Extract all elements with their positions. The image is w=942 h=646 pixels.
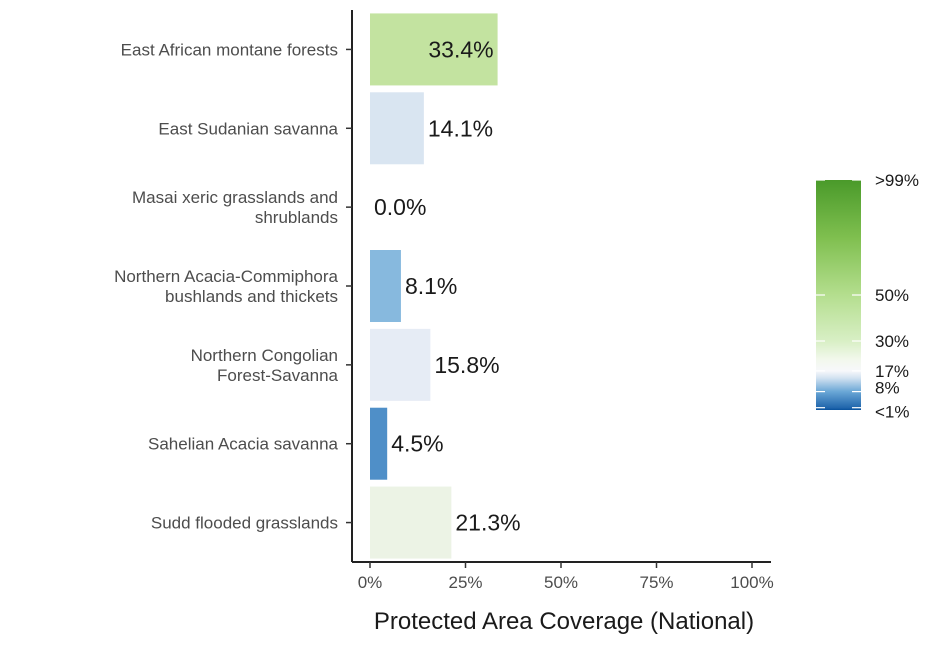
- bar: [370, 13, 498, 86]
- bar: [370, 250, 401, 322]
- bar-value-label: 15.8%: [434, 352, 499, 378]
- bar-value-label: 0.0%: [374, 194, 426, 220]
- x-tick-label: 25%: [448, 573, 482, 592]
- bar-value-label: 33.4%: [428, 36, 493, 62]
- category-label: Sudd flooded grasslands: [151, 514, 338, 533]
- x-tick-label: 75%: [639, 573, 673, 592]
- category-label: East Sudanian savanna: [158, 119, 338, 138]
- category-label: Northern Acacia-Commiphora: [114, 267, 338, 286]
- category-label: shrublands: [255, 208, 338, 227]
- colorbar-label: <1%: [875, 403, 910, 422]
- colorbar-legend: >99% 50% 30% 17%8% <1%: [816, 171, 919, 422]
- bar-value-label: 4.5%: [391, 431, 443, 457]
- x-tick-label: 0%: [358, 573, 383, 592]
- category-label: Northern Congolian: [191, 346, 338, 365]
- x-tick-label: 50%: [544, 573, 578, 592]
- x-tick-label: 100%: [730, 573, 773, 592]
- colorbar-label: 30%: [875, 332, 909, 351]
- category-labels-layer: East African montane forests East Sudania…: [114, 40, 338, 532]
- value-labels-layer: 33.4% 14.1% 0.0% 8.1% 15.8% 4.5% 21.3%: [374, 36, 521, 535]
- colorbar-label: 17%: [875, 362, 909, 381]
- category-label: Masai xeric grasslands and: [132, 188, 338, 207]
- bar: [370, 328, 431, 401]
- bar: [370, 92, 424, 165]
- category-label: Forest-Savanna: [217, 366, 338, 385]
- bars-layer: [370, 13, 498, 559]
- colorbar-label: >99%: [875, 171, 919, 190]
- bar-value-label: 8.1%: [405, 273, 457, 299]
- category-label: East African montane forests: [121, 40, 338, 59]
- colorbar-label: 8%: [875, 379, 900, 398]
- x-ticks-layer: 0% 25% 50% 75% 100%: [358, 562, 774, 592]
- category-label: Sahelian Acacia savanna: [148, 435, 339, 454]
- bar: [370, 486, 452, 559]
- colorbar-label: 50%: [875, 286, 909, 305]
- category-label: bushlands and thickets: [165, 287, 338, 306]
- bar: [370, 407, 388, 480]
- bar-value-label: 21.3%: [455, 510, 520, 536]
- bar-value-label: 14.1%: [428, 115, 493, 141]
- x-axis-title: Protected Area Coverage (National): [374, 608, 754, 635]
